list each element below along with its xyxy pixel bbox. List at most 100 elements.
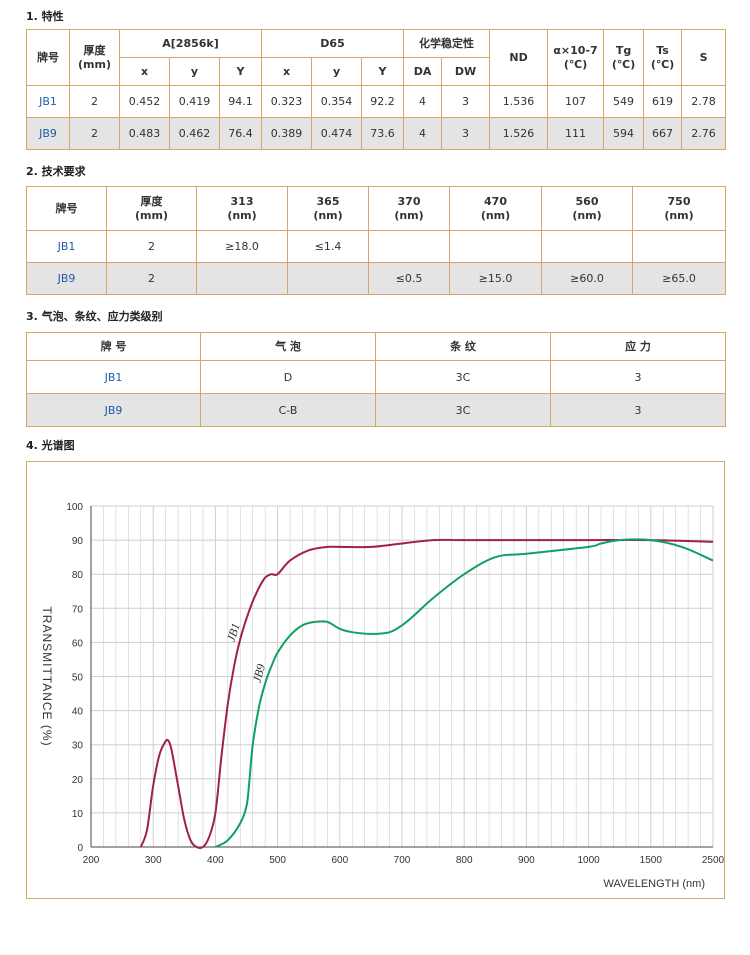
cell: 4 [403, 117, 443, 150]
th-grade: 牌号 [26, 29, 70, 86]
cell: 0.419 [169, 85, 220, 118]
x-tick-label: 2500 [702, 855, 724, 866]
x-tick-label: 1500 [640, 855, 663, 866]
cell [632, 230, 726, 263]
cell: ≥18.0 [196, 230, 288, 263]
cell: 0.389 [261, 117, 313, 150]
th-sub: DW [441, 57, 491, 86]
y-tick-label: 80 [72, 570, 84, 581]
th-sub: DA [403, 57, 443, 86]
cell: 0.354 [311, 85, 363, 118]
cell: 2 [106, 262, 197, 295]
cell: 3 [550, 393, 726, 427]
x-tick-label: 500 [269, 855, 286, 866]
cell: 3 [441, 85, 491, 118]
th-alpha: α×10-7 (℃) [547, 29, 605, 86]
table-row: JB9 2 0.483 0.462 76.4 0.389 0.474 73.6 … [26, 117, 727, 150]
th-a2856k: A[2856k] [118, 29, 263, 58]
th-grade: 牌 号 [26, 332, 201, 361]
cell: 73.6 [361, 117, 405, 150]
x-tick-label: 700 [394, 855, 411, 866]
cell: 0.474 [311, 117, 363, 150]
y-tick-label: 70 [72, 604, 84, 615]
cell: 2.78 [681, 85, 727, 118]
cell-grade: JB1 [26, 85, 70, 118]
y-tick-label: 10 [72, 809, 84, 820]
th-750nm: 750 (nm) [632, 186, 726, 231]
th-thickness: 厚度 (mm) [69, 29, 120, 86]
cell-grade: JB9 [26, 262, 107, 295]
cell: 0.483 [119, 117, 170, 150]
series-label-jb9: JB9 [250, 662, 268, 684]
cell-grade: JB1 [26, 360, 201, 394]
cell: 594 [603, 117, 645, 150]
y-axis-label: TRANSMITTANCE (%) [40, 606, 54, 746]
cell-grade: JB1 [26, 230, 107, 263]
th-chem-stability: 化学稳定性 [403, 29, 491, 58]
cell: 76.4 [218, 117, 263, 150]
y-tick-label: 20 [72, 775, 84, 786]
th-stress: 应 力 [550, 332, 726, 361]
cell: 2 [69, 117, 120, 150]
th-stripe: 条 纹 [375, 332, 551, 361]
th-313nm: 313 (nm) [196, 186, 288, 231]
th-bubble: 气 泡 [200, 332, 376, 361]
y-tick-label: 0 [77, 843, 83, 854]
y-tick-label: 60 [72, 638, 84, 649]
cell: 2.76 [681, 117, 727, 150]
grade-table: 牌 号 气 泡 条 纹 应 力 JB1 D 3C 3 JB9 C-B 3C 3 [26, 332, 726, 427]
table-row: JB1 2 0.452 0.419 94.1 0.323 0.354 92.2 … [26, 85, 727, 118]
cell-grade: JB9 [26, 117, 70, 150]
th-grade: 牌号 [26, 186, 107, 231]
section-title-tech-requirements: 2. 技术要求 [26, 165, 86, 178]
cell [449, 230, 542, 263]
th-sub: x [261, 57, 313, 86]
cell: 619 [643, 85, 683, 118]
spectrum-chart-frame: 0 10 20 30 40 50 60 70 80 90 100 200 300 400 500 600 700… [26, 461, 725, 899]
section-title-spectrum: 4. 光谱图 [26, 439, 75, 452]
cell: 3 [441, 117, 491, 150]
cell: 0.452 [119, 85, 170, 118]
th-s: S [681, 29, 727, 86]
th-370nm: 370 (nm) [368, 186, 450, 231]
cell: 92.2 [361, 85, 405, 118]
cell: 2 [69, 85, 120, 118]
series-line-jb9 [214, 538, 714, 848]
cell: 0.323 [261, 85, 313, 118]
x-tick-label: 600 [331, 855, 348, 866]
cell: 4 [403, 85, 443, 118]
y-tick-label: 100 [66, 502, 83, 513]
x-tick-label: 200 [83, 855, 100, 866]
cell: 111 [547, 117, 605, 150]
th-nd: ND [489, 29, 549, 86]
y-tick-label: 50 [72, 673, 84, 684]
section-title-bubble-stripe-stress: 3. 气泡、条纹、应力类级别 [26, 310, 163, 323]
x-axis-label: WAVELENGTH (nm) [604, 878, 705, 890]
th-sub: x [119, 57, 170, 86]
cell: 1.526 [489, 117, 549, 150]
th-ts: Ts (℃) [643, 29, 683, 86]
cell: 1.536 [489, 85, 549, 118]
cell [368, 230, 450, 263]
table-row: JB1 D 3C 3 [26, 360, 726, 394]
x-tick-label: 400 [207, 855, 224, 866]
cell: D [200, 360, 376, 394]
th-sub: y [311, 57, 363, 86]
cell: 3C [375, 360, 551, 394]
th-470nm: 470 (nm) [449, 186, 542, 231]
cell: 667 [643, 117, 683, 150]
cell: 2 [106, 230, 197, 263]
x-tick-label: 300 [145, 855, 162, 866]
cell: ≥65.0 [632, 262, 726, 295]
cell: ≤1.4 [287, 230, 369, 263]
y-tick-label: 30 [72, 741, 84, 752]
section-title-properties: 1. 特性 [26, 10, 64, 23]
cell: 3C [375, 393, 551, 427]
cell: 107 [547, 85, 605, 118]
cell-grade: JB9 [26, 393, 201, 427]
th-thickness: 厚度 (mm) [106, 186, 197, 231]
th-560nm: 560 (nm) [541, 186, 633, 231]
th-d65: D65 [261, 29, 405, 58]
cell: 549 [603, 85, 645, 118]
cell: ≤0.5 [368, 262, 450, 295]
